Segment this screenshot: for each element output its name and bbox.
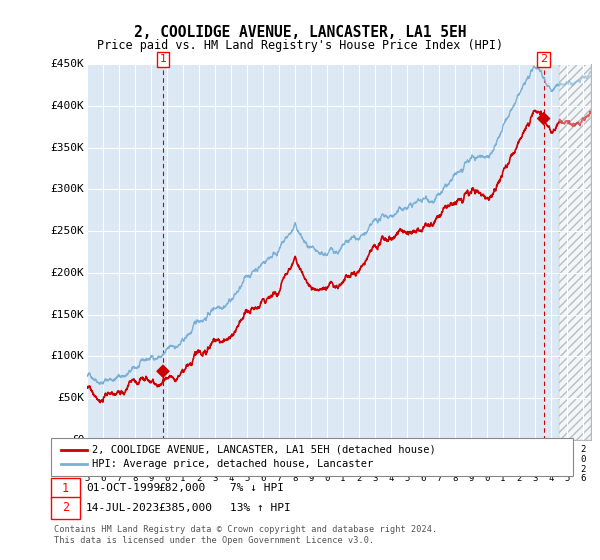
Text: £385,000: £385,000 [158,503,212,513]
Text: 2, COOLIDGE AVENUE, LANCASTER, LA1 5EH (detached house): 2, COOLIDGE AVENUE, LANCASTER, LA1 5EH (… [92,445,436,455]
Text: 01-OCT-1999: 01-OCT-1999 [86,483,160,493]
Text: 2
0
1
9: 2 0 1 9 [469,445,473,483]
Text: 2
0
2
6: 2 0 2 6 [580,445,586,483]
Text: 2
0
2
5: 2 0 2 5 [565,445,569,483]
Text: £50K: £50K [58,393,85,403]
Text: £100K: £100K [51,351,85,361]
Text: 1
9
9
7: 1 9 9 7 [116,445,122,483]
Text: 2
0
0
9: 2 0 0 9 [308,445,314,483]
Text: Price paid vs. HM Land Registry's House Price Index (HPI): Price paid vs. HM Land Registry's House … [97,39,503,52]
Bar [559,64,591,440]
Text: £200K: £200K [51,268,85,278]
Text: 2
0
2
3: 2 0 2 3 [532,445,538,483]
Text: 2, COOLIDGE AVENUE, LANCASTER, LA1 5EH: 2, COOLIDGE AVENUE, LANCASTER, LA1 5EH [134,25,466,40]
Text: £400K: £400K [51,101,85,111]
Text: 2
0
2
2: 2 0 2 2 [517,445,521,483]
Text: 2
0
0
3: 2 0 0 3 [212,445,218,483]
Text: 1: 1 [160,54,167,64]
Text: 1: 1 [62,482,69,495]
Text: 1
9
9
9: 1 9 9 9 [148,445,154,483]
Text: £450K: £450K [51,59,85,69]
Text: 2
0
0
1: 2 0 0 1 [181,445,185,483]
Text: 2
0
0
6: 2 0 0 6 [260,445,266,483]
Text: 2
0
1
2: 2 0 1 2 [356,445,362,483]
Text: 2
0
0
7: 2 0 0 7 [277,445,281,483]
Text: £250K: £250K [51,226,85,236]
Text: 2
0
1
7: 2 0 1 7 [436,445,442,483]
Text: £0: £0 [71,435,85,445]
Text: 2
0
1
8: 2 0 1 8 [452,445,458,483]
Text: 2
0
0
4: 2 0 0 4 [229,445,233,483]
Text: 2
0
1
0: 2 0 1 0 [325,445,329,483]
Text: £82,000: £82,000 [158,483,205,493]
Text: 2
0
1
1: 2 0 1 1 [340,445,346,483]
Text: 2
0
0
8: 2 0 0 8 [292,445,298,483]
Text: 13% ↑ HPI: 13% ↑ HPI [230,503,290,513]
Bar [559,64,591,440]
Text: 2: 2 [540,54,547,64]
Text: 2
0
2
4: 2 0 2 4 [548,445,554,483]
Text: 2
0
2
1: 2 0 2 1 [500,445,506,483]
Text: 14-JUL-2023: 14-JUL-2023 [86,503,160,513]
Text: 2
0
1
3: 2 0 1 3 [373,445,377,483]
Text: £150K: £150K [51,310,85,320]
Point [539,114,548,123]
Text: 1
9
9
8: 1 9 9 8 [133,445,137,483]
Text: 2
0
1
6: 2 0 1 6 [421,445,425,483]
Text: £300K: £300K [51,184,85,194]
Text: 1
9
9
6: 1 9 9 6 [100,445,106,483]
Point [158,367,168,376]
Text: 2
0
0
2: 2 0 0 2 [196,445,202,483]
Text: £350K: £350K [51,143,85,153]
Text: 2
0
1
4: 2 0 1 4 [388,445,394,483]
Text: Contains HM Land Registry data © Crown copyright and database right 2024.
This d: Contains HM Land Registry data © Crown c… [54,525,437,545]
Text: 2
0
0
0: 2 0 0 0 [164,445,170,483]
Text: HPI: Average price, detached house, Lancaster: HPI: Average price, detached house, Lanc… [92,459,373,469]
Text: 2
0
1
5: 2 0 1 5 [404,445,410,483]
Text: 2
0
0
5: 2 0 0 5 [244,445,250,483]
Text: 7% ↓ HPI: 7% ↓ HPI [230,483,284,493]
Text: 1
9
9
5: 1 9 9 5 [85,445,89,483]
Text: 2: 2 [62,501,69,515]
Text: 2
0
2
0: 2 0 2 0 [484,445,490,483]
